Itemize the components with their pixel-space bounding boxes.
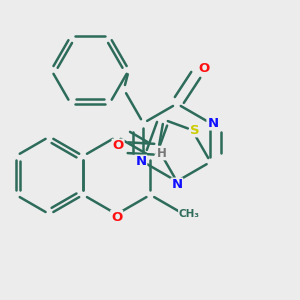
Text: CH₃: CH₃	[179, 209, 200, 219]
Text: N: N	[135, 155, 146, 168]
Text: O: O	[198, 62, 209, 75]
Text: N: N	[207, 117, 218, 130]
Text: O: O	[111, 211, 122, 224]
Text: N: N	[171, 178, 182, 191]
Text: O: O	[112, 140, 124, 152]
Text: H: H	[157, 146, 166, 160]
Text: S: S	[190, 124, 200, 136]
